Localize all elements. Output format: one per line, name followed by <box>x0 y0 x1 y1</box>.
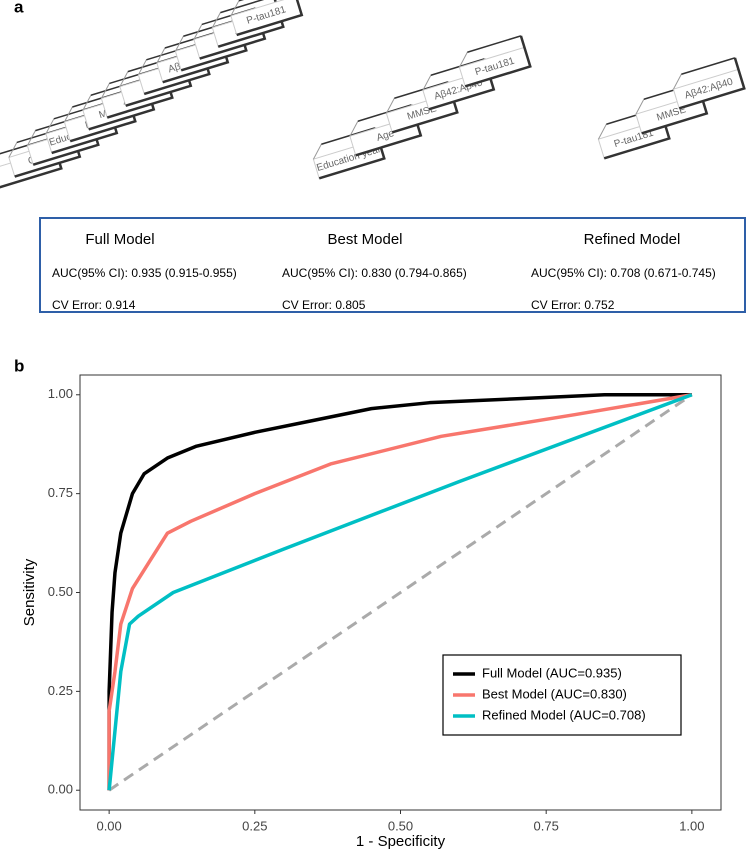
card-edge <box>156 47 166 64</box>
card-edge <box>230 0 240 17</box>
card-edge <box>385 97 395 114</box>
model-auc: AUC(95% CI): 0.935 (0.915-0.955) <box>52 266 237 280</box>
model-name: Full Model <box>85 231 154 248</box>
y-tick-label: 0.75 <box>48 485 73 500</box>
x-tick-label: 0.25 <box>242 818 267 833</box>
card-edge <box>597 123 607 140</box>
legend-box <box>442 654 682 736</box>
y-tick-label: 0.00 <box>48 782 73 797</box>
panel-label: a <box>14 0 24 16</box>
x-tick-label: 0.00 <box>96 818 121 833</box>
card: P-tau181 <box>230 0 304 37</box>
roc-curve <box>107 393 693 791</box>
card-edge <box>672 73 682 90</box>
card-edge <box>357 104 412 122</box>
model-cv: CV Error: 0.805 <box>282 298 366 312</box>
card-edge <box>220 0 275 14</box>
card-edge <box>8 142 18 158</box>
card-edge <box>119 71 129 87</box>
roc-curve <box>107 393 692 791</box>
card-edge <box>63 106 73 123</box>
card-edge <box>26 130 36 146</box>
card-edge <box>467 35 522 53</box>
card-edge <box>430 58 485 76</box>
card-edge <box>321 127 376 145</box>
card: Aβ42:Aβ40 <box>672 57 746 110</box>
model-summary-box <box>39 217 746 313</box>
y-tick-label: 0.50 <box>48 584 73 599</box>
card-edge <box>681 57 736 75</box>
card-edge <box>193 24 203 40</box>
card-label: Age <box>375 128 396 144</box>
card-edge <box>45 118 55 135</box>
card-stacks: AgeGenderBMIEducation yearMMSEMoCA_BACEI… <box>0 0 746 190</box>
reference-line <box>108 393 693 792</box>
x-tick-label: 0.50 <box>388 818 413 833</box>
model-auc: AUC(95% CI): 0.708 (0.671-0.745) <box>531 266 716 280</box>
x-axis-title: 1 - Specificity <box>356 833 446 850</box>
legend-label: Full Model (AUC=0.935) <box>482 665 622 680</box>
model-auc: AUC(95% CI): 0.830 (0.794-0.865) <box>282 266 467 280</box>
legend-label: Refined Model (AUC=0.708) <box>482 707 646 722</box>
card-edge <box>422 74 432 91</box>
card-edge <box>174 35 184 52</box>
card-edge <box>100 83 110 99</box>
card-edge <box>394 81 449 99</box>
model-cv: CV Error: 0.914 <box>52 298 136 312</box>
y-axis-title: Sensitivity <box>21 558 38 626</box>
x-tick-label: 0.75 <box>534 818 559 833</box>
card-edge <box>82 94 92 111</box>
panel-label: b <box>14 356 24 375</box>
card-edge <box>349 120 359 137</box>
roc-curve <box>107 393 693 791</box>
x-tick-label: 1.00 <box>679 818 704 833</box>
card-edge <box>464 35 532 88</box>
card-edge <box>635 98 645 115</box>
card-edge <box>211 12 221 28</box>
legend-label: Best Model (AUC=0.830) <box>482 686 627 701</box>
card-edge <box>678 57 746 110</box>
model-name: Best Model <box>327 231 402 248</box>
card: P-tau181 <box>458 35 532 88</box>
card-edge <box>458 51 468 68</box>
y-tick-label: 1.00 <box>48 386 73 401</box>
model-name: Refined Model <box>584 231 681 248</box>
card-edge <box>312 143 322 160</box>
y-tick-label: 0.25 <box>48 683 73 698</box>
card-edge <box>137 59 147 76</box>
card-edge <box>236 0 304 37</box>
model-cv: CV Error: 0.752 <box>531 298 615 312</box>
